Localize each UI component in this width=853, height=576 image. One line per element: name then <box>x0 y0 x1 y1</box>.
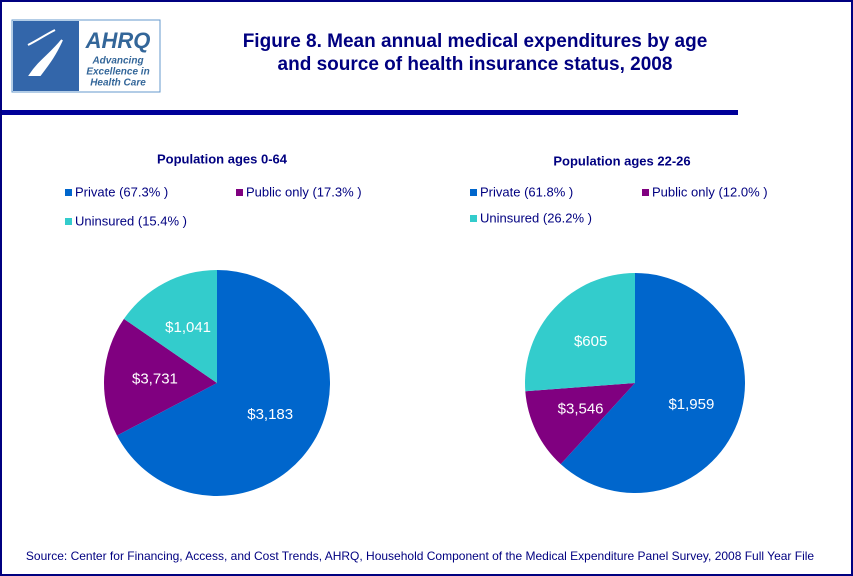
pie-slice <box>525 383 635 465</box>
rule <box>2 110 738 115</box>
logo-tagline: Health Care <box>90 78 146 89</box>
data-label: $3,731 <box>132 370 178 387</box>
data-label: $3,183 <box>247 406 293 423</box>
source: Source: Center for Financing, Access, an… <box>26 549 815 563</box>
logo-tagline: Excellence in <box>86 67 149 78</box>
pie-slice <box>104 318 217 436</box>
legend-swatch <box>470 215 477 222</box>
legend-swatch <box>470 189 477 196</box>
pie-slice <box>525 273 635 392</box>
legend-label: Uninsured (26.2% ) <box>480 210 592 225</box>
legend-label: Public only (17.3% ) <box>246 184 362 199</box>
eagle-icon <box>27 29 63 76</box>
data-label: $1,959 <box>668 396 714 413</box>
legend-label: Uninsured (15.4% ) <box>75 213 187 228</box>
data-label: $605 <box>574 333 607 350</box>
legend-swatch <box>642 189 649 196</box>
legend-label: Private (67.3% ) <box>75 184 168 199</box>
data-label: $1,041 <box>165 319 211 336</box>
legend-swatch <box>236 189 243 196</box>
logo-name: AHRQ <box>85 28 151 53</box>
legend-label: Private (61.8% ) <box>480 184 573 199</box>
pie-slice <box>560 273 746 493</box>
legend-swatch <box>65 189 72 196</box>
pie-slice <box>123 270 217 383</box>
title: Figure 8. Mean annual medical expenditur… <box>243 31 708 52</box>
legend-swatch <box>65 218 72 225</box>
logo: AHRQ Advancing Excellence in Health Care <box>11 19 161 93</box>
pie-slice <box>116 270 330 496</box>
chart-title: Population ages 22-26 <box>553 153 690 168</box>
title: and source of health insurance status, 2… <box>278 54 673 75</box>
chart-title: Population ages 0-64 <box>157 151 288 166</box>
logo-tagline: Advancing <box>91 56 143 67</box>
data-label: $3,546 <box>558 400 604 417</box>
legend-label: Public only (12.0% ) <box>652 184 768 199</box>
